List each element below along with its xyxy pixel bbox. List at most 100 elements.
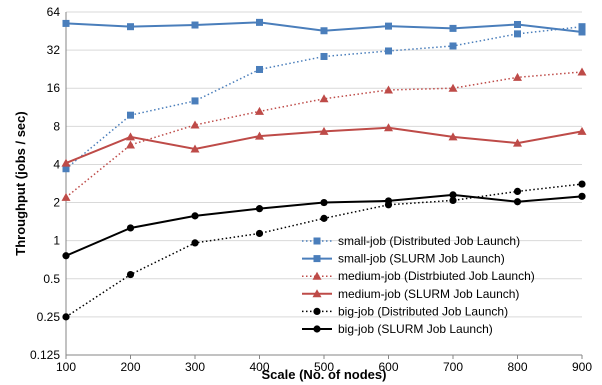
data-point bbox=[449, 191, 457, 199]
x-tick-label: 900 bbox=[572, 360, 592, 374]
x-tick-label: 100 bbox=[56, 360, 76, 374]
series-3 bbox=[61, 123, 587, 167]
legend-item: big-job (Distributed Job Launch) bbox=[302, 304, 508, 318]
data-point bbox=[191, 97, 199, 105]
y-axis-title: Throughput (jobs / sec) bbox=[13, 111, 28, 255]
data-point bbox=[319, 94, 329, 103]
data-point bbox=[320, 27, 328, 35]
legend-item: small-job (Distributed Job Launch) bbox=[302, 234, 520, 248]
data-point bbox=[320, 214, 328, 222]
data-point bbox=[577, 67, 587, 76]
series-2 bbox=[61, 67, 587, 201]
data-point bbox=[513, 72, 522, 81]
legend-label: small-job (SLURM Job Launch) bbox=[338, 252, 505, 266]
y-tick-label: 0.25 bbox=[37, 310, 61, 324]
data-point bbox=[578, 28, 586, 36]
data-point bbox=[578, 192, 586, 200]
data-point bbox=[320, 52, 328, 60]
data-point bbox=[127, 111, 134, 119]
y-tick-label: 0.5 bbox=[43, 272, 60, 286]
y-tick-label: 0.125 bbox=[30, 348, 60, 362]
x-tick-label: 700 bbox=[443, 360, 463, 374]
data-point bbox=[126, 270, 135, 279]
data-point bbox=[385, 22, 392, 30]
data-point bbox=[514, 30, 521, 38]
data-point bbox=[384, 85, 393, 94]
series-5 bbox=[62, 191, 586, 260]
data-point bbox=[578, 180, 586, 188]
data-point bbox=[513, 138, 522, 147]
legend-label: medium-job (Distrbiuted Job Launch) bbox=[338, 269, 535, 283]
legend-marker bbox=[313, 255, 321, 263]
data-point bbox=[449, 24, 457, 32]
series-0 bbox=[62, 23, 586, 173]
legend-marker bbox=[312, 271, 322, 280]
data-point bbox=[191, 21, 199, 29]
data-point bbox=[255, 131, 264, 140]
y-tick-label: 32 bbox=[47, 43, 61, 57]
data-point bbox=[62, 165, 70, 173]
data-point bbox=[191, 239, 199, 247]
data-point bbox=[255, 229, 264, 238]
series-line bbox=[65, 25, 583, 170]
y-tick-label: 8 bbox=[53, 119, 60, 133]
legend: small-job (Distributed Job Launch) small-… bbox=[302, 234, 535, 336]
y-tick-label: 1 bbox=[53, 234, 60, 248]
data-point bbox=[126, 224, 135, 232]
data-point bbox=[256, 65, 263, 73]
data-point bbox=[190, 120, 200, 129]
y-tick-label: 2 bbox=[53, 196, 60, 210]
x-tick-label: 600 bbox=[378, 360, 398, 374]
legend-marker bbox=[313, 237, 321, 245]
data-point bbox=[61, 158, 71, 167]
data-point bbox=[449, 42, 457, 50]
y-tick-label: 4 bbox=[53, 157, 60, 171]
data-point bbox=[449, 196, 457, 204]
data-point bbox=[191, 212, 199, 220]
data-point bbox=[126, 140, 135, 149]
data-point bbox=[319, 126, 329, 135]
series-1 bbox=[62, 18, 586, 36]
data-point bbox=[513, 198, 522, 206]
gridlines bbox=[66, 11, 582, 318]
legend-item: medium-job (Distrbiuted Job Launch) bbox=[302, 269, 535, 283]
data-point bbox=[255, 106, 264, 115]
legend-marker bbox=[313, 307, 321, 315]
data-point bbox=[320, 198, 328, 207]
x-tick-label: 400 bbox=[249, 360, 269, 374]
data-point bbox=[62, 313, 70, 321]
data-point bbox=[190, 144, 200, 153]
legend-marker bbox=[312, 289, 322, 298]
data-point bbox=[385, 47, 392, 55]
data-point bbox=[448, 83, 458, 92]
x-tick-label: 800 bbox=[507, 360, 527, 374]
data-point bbox=[514, 20, 521, 28]
legend-item: small-job (SLURM Job Launch) bbox=[302, 252, 505, 266]
legend-label: medium-job (SLURM Job Launch) bbox=[338, 287, 519, 301]
data-point bbox=[384, 197, 393, 205]
legend-label: small-job (Distributed Job Launch) bbox=[338, 234, 520, 248]
data-point bbox=[126, 132, 135, 141]
data-point bbox=[256, 18, 263, 26]
legend-item: medium-job (SLURM Job Launch) bbox=[302, 287, 519, 301]
data-point bbox=[513, 187, 522, 195]
data-point bbox=[61, 192, 71, 201]
data-point bbox=[448, 132, 458, 141]
x-tick-label: 500 bbox=[314, 360, 334, 374]
data-point bbox=[255, 205, 264, 213]
legend-item: big-job (SLURM Job Launch) bbox=[302, 322, 493, 336]
legend-label: big-job (SLURM Job Launch) bbox=[338, 322, 493, 336]
data-point bbox=[384, 123, 393, 132]
y-tick-label: 16 bbox=[47, 81, 61, 95]
y-tick-labels: 0.125 0.25 0.5 1 2 4 8 16 32 64 bbox=[30, 5, 60, 362]
data-point bbox=[62, 252, 70, 260]
legend-label: big-job (Distributed Job Launch) bbox=[338, 304, 508, 318]
data-point bbox=[578, 23, 586, 31]
x-axis-title: Scale (No. of nodes) bbox=[262, 367, 387, 382]
legend-marker bbox=[313, 325, 321, 333]
data-point bbox=[127, 23, 134, 31]
y-tick-label: 64 bbox=[47, 5, 61, 19]
x-tick-label: 200 bbox=[120, 360, 140, 374]
